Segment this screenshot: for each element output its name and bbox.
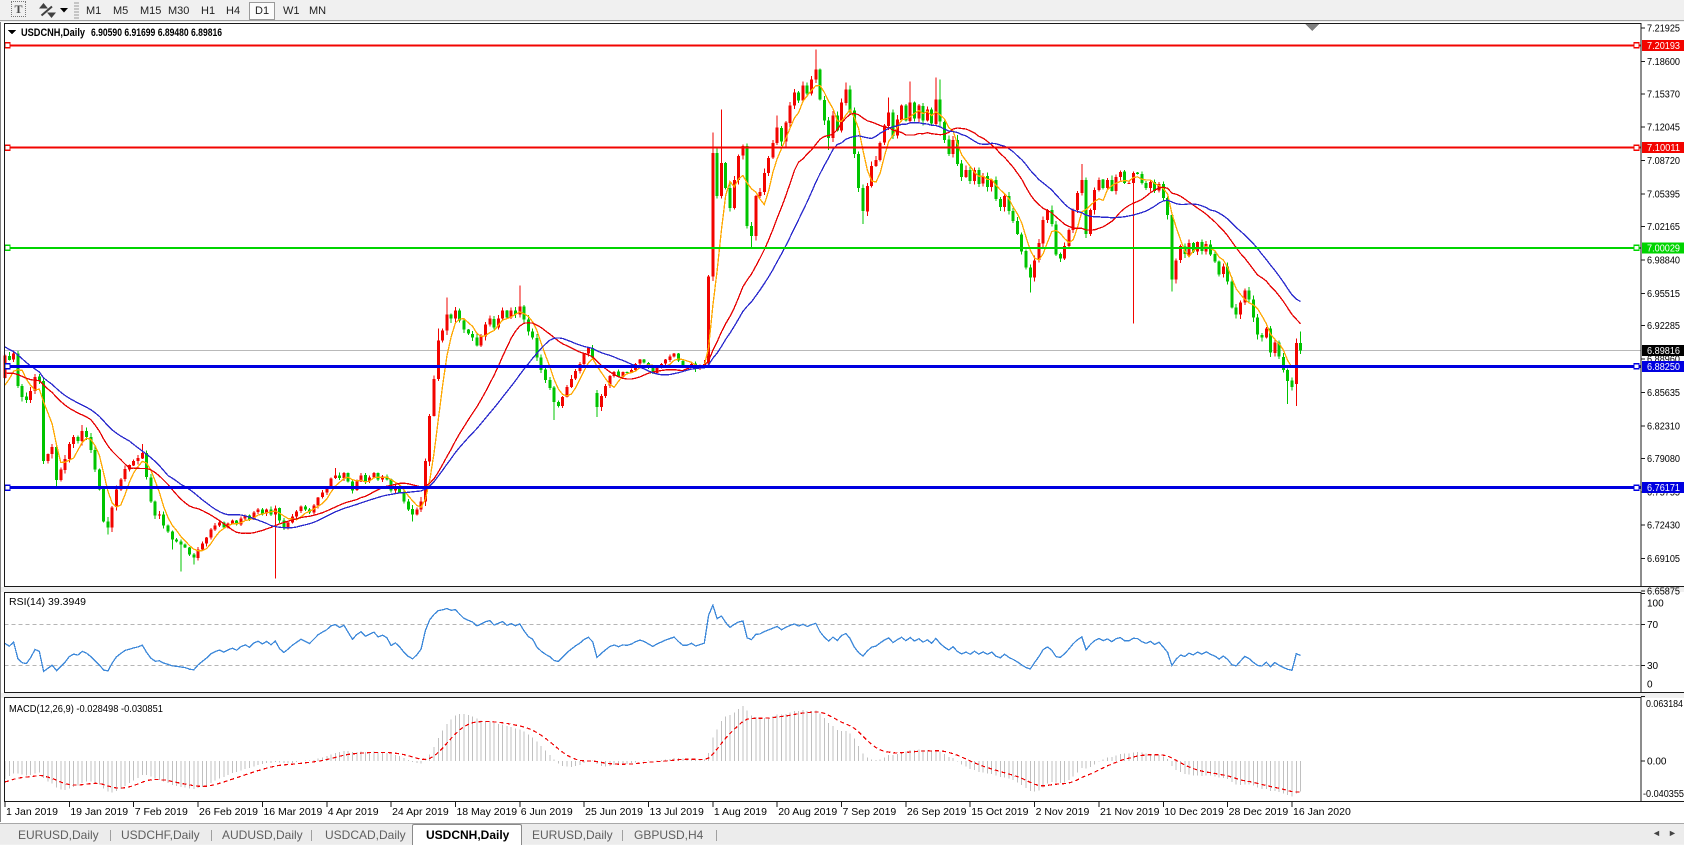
svg-text:26 Feb 2019: 26 Feb 2019	[199, 806, 258, 818]
svg-text:7.10011: 7.10011	[1647, 143, 1680, 154]
svg-text:28 Dec 2019: 28 Dec 2019	[1229, 806, 1289, 818]
svg-text:6.79080: 6.79080	[1647, 454, 1680, 465]
svg-text:7 Feb 2019: 7 Feb 2019	[135, 806, 188, 818]
svg-text:7.15370: 7.15370	[1647, 89, 1680, 100]
svg-text:2 Nov 2019: 2 Nov 2019	[1036, 806, 1090, 818]
svg-text:6.69105: 6.69105	[1647, 554, 1680, 565]
svg-text:6.65875: 6.65875	[1647, 587, 1680, 598]
svg-text:0.063184: 0.063184	[1646, 699, 1683, 710]
svg-text:19 Jan 2019: 19 Jan 2019	[70, 806, 128, 818]
svg-text:7.12045: 7.12045	[1647, 123, 1680, 134]
svg-text:7.21925: 7.21925	[1647, 24, 1680, 35]
svg-text:6.76171: 6.76171	[1647, 483, 1680, 494]
svg-text:MACD(12,26,9) -0.028498 -0.030: MACD(12,26,9) -0.028498 -0.030851	[9, 703, 163, 715]
svg-text:18 May 2019: 18 May 2019	[456, 806, 517, 818]
svg-text:10 Dec 2019: 10 Dec 2019	[1164, 806, 1224, 818]
svg-text:6.82310: 6.82310	[1647, 421, 1680, 432]
svg-text:7.08720: 7.08720	[1647, 156, 1680, 167]
svg-text:6.98840: 6.98840	[1647, 255, 1680, 266]
svg-text:6.92285: 6.92285	[1647, 321, 1680, 332]
svg-text:6.72430: 6.72430	[1647, 521, 1680, 532]
svg-text:7.20193: 7.20193	[1647, 41, 1680, 52]
svg-text:6.90590 6.91699 6.89480 6.8981: 6.90590 6.91699 6.89480 6.89816	[91, 27, 222, 39]
svg-text:6.88960: 6.88960	[1647, 355, 1680, 366]
svg-text:USDCNH,Daily: USDCNH,Daily	[21, 27, 86, 39]
svg-text:-0.040355: -0.040355	[1643, 789, 1684, 800]
svg-text:20 Aug 2019: 20 Aug 2019	[778, 806, 837, 818]
svg-text:21 Nov 2019: 21 Nov 2019	[1100, 806, 1160, 818]
svg-text:0: 0	[1647, 680, 1653, 691]
svg-text:1 Aug 2019: 1 Aug 2019	[714, 806, 767, 818]
svg-text:6 Jun 2019: 6 Jun 2019	[521, 806, 573, 818]
svg-text:25 Jun 2019: 25 Jun 2019	[585, 806, 643, 818]
svg-text:16 Mar 2019: 16 Mar 2019	[263, 806, 322, 818]
svg-text:7.05395: 7.05395	[1647, 190, 1680, 201]
svg-text:0.00: 0.00	[1647, 757, 1667, 768]
svg-text:70: 70	[1647, 620, 1659, 631]
svg-text:26 Sep 2019: 26 Sep 2019	[907, 806, 967, 818]
svg-text:16 Jan 2020: 16 Jan 2020	[1293, 806, 1351, 818]
svg-text:6.85635: 6.85635	[1647, 388, 1680, 399]
svg-text:7.02165: 7.02165	[1647, 222, 1680, 233]
svg-text:4 Apr 2019: 4 Apr 2019	[328, 806, 379, 818]
svg-text:15 Oct 2019: 15 Oct 2019	[971, 806, 1028, 818]
svg-text:13 Jul 2019: 13 Jul 2019	[650, 806, 704, 818]
svg-text:7.00029: 7.00029	[1647, 243, 1680, 254]
svg-text:RSI(14) 39.3949: RSI(14) 39.3949	[9, 596, 86, 608]
svg-text:30: 30	[1647, 661, 1659, 672]
svg-text:7 Sep 2019: 7 Sep 2019	[843, 806, 897, 818]
svg-text:6.89816: 6.89816	[1647, 346, 1680, 357]
svg-text:100: 100	[1647, 599, 1664, 610]
svg-text:6.95515: 6.95515	[1647, 289, 1680, 300]
svg-text:6.88250: 6.88250	[1647, 362, 1680, 373]
svg-text:7.18600: 7.18600	[1647, 57, 1680, 68]
svg-text:1 Jan 2019: 1 Jan 2019	[6, 806, 58, 818]
svg-text:24 Apr 2019: 24 Apr 2019	[392, 806, 449, 818]
